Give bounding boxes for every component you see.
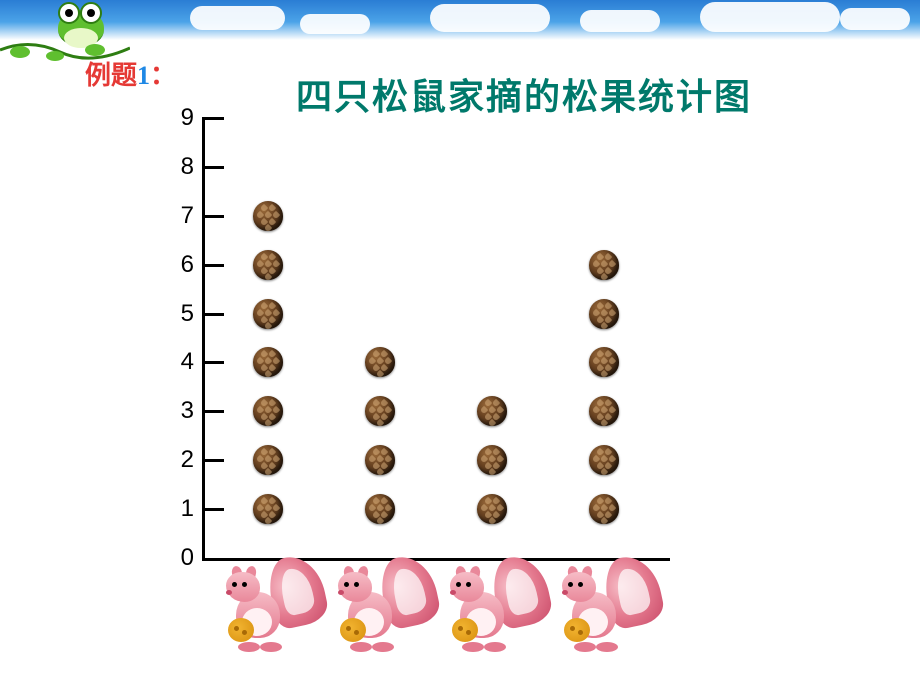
y-tick [202,410,224,413]
y-tick-label: 9 [160,104,194,132]
example-text-part3: ： [150,61,176,90]
chart-title: 四只松鼠家摘的松果统计图 [296,68,752,120]
pinecone-icon [249,246,287,284]
y-tick [202,508,224,511]
y-tick-label: 8 [160,153,194,181]
pinecone-icon [585,343,623,381]
y-tick [202,166,224,169]
y-tick-label: 0 [160,544,194,572]
pinecone-icon [585,441,623,479]
example-text-part2: 1 [137,61,150,90]
squirrel-icon [554,562,654,652]
pictograph-chart: 0123456789 [160,118,720,648]
y-axis [202,118,205,561]
pinecone-icon [249,490,287,528]
slide-stage: 例题1： 四只松鼠家摘的松果统计图 0123456789 [0,0,920,690]
pinecone-icon [249,197,287,235]
y-tick [202,215,224,218]
cloud-icon [190,6,285,30]
pinecone-icon [361,490,399,528]
y-tick-label: 3 [160,397,194,425]
pinecone-icon [473,490,511,528]
cloud-icon [430,4,550,32]
pinecone-icon [585,295,623,333]
pinecone-icon [473,392,511,430]
squirrel-icon [218,562,318,652]
y-tick-label: 4 [160,348,194,376]
squirrel-icon [442,562,542,652]
example-text-part1: 例题 [85,61,137,90]
y-tick [202,117,224,120]
cloud-icon [840,8,910,30]
pinecone-icon [473,441,511,479]
pinecone-icon [249,295,287,333]
cloud-icon [580,10,660,32]
pinecone-icon [249,343,287,381]
y-tick-label: 6 [160,251,194,279]
y-tick-label: 7 [160,202,194,230]
pinecone-icon [249,392,287,430]
pinecone-icon [585,246,623,284]
cloud-icon [700,2,840,32]
pinecone-icon [249,441,287,479]
y-tick-label: 1 [160,495,194,523]
y-tick [202,361,224,364]
y-tick-label: 2 [160,446,194,474]
cloud-icon [300,14,370,34]
y-tick [202,459,224,462]
pinecone-icon [585,490,623,528]
pinecone-icon [361,392,399,430]
example-label: 例题1： [85,55,176,92]
y-tick [202,313,224,316]
x-axis [202,558,670,561]
y-tick [202,264,224,267]
pinecone-icon [361,441,399,479]
pinecone-icon [585,392,623,430]
y-tick-label: 5 [160,300,194,328]
pinecone-icon [361,343,399,381]
squirrel-icon [330,562,430,652]
